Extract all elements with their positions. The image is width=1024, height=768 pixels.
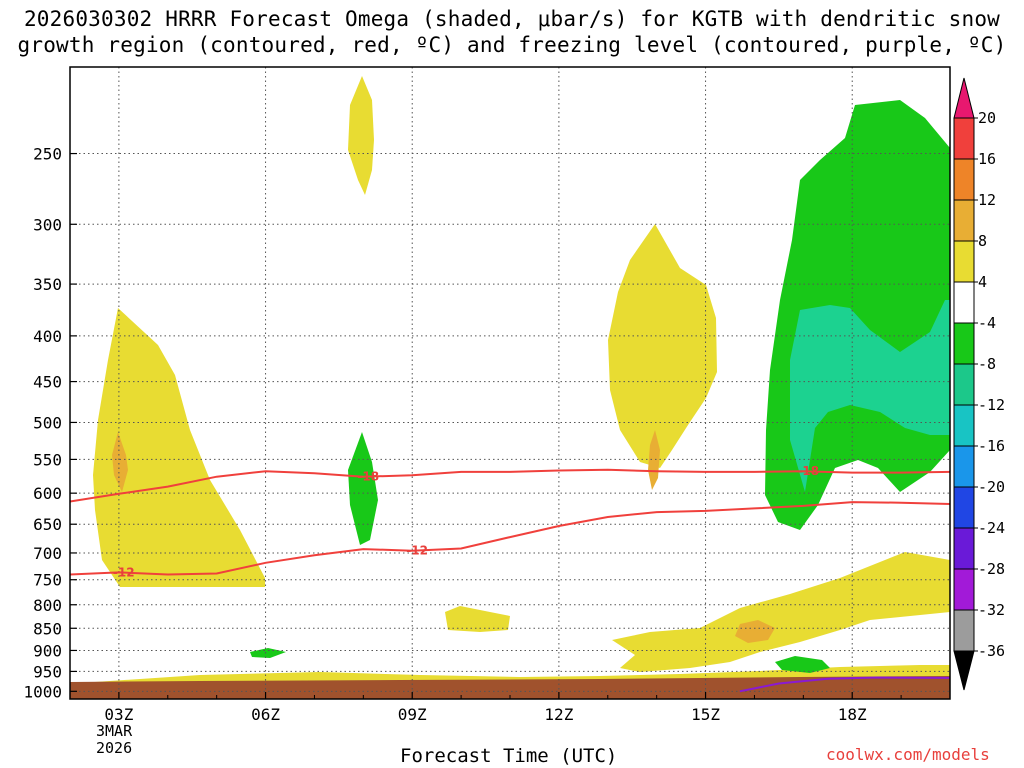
colorbar-top-arrow	[953, 77, 975, 119]
omega-region-upper	[348, 76, 374, 195]
y-tick-label: 250	[33, 145, 62, 164]
y-tick-label: 800	[33, 596, 62, 615]
y-tick-label: 500	[33, 413, 62, 432]
colorbar-label: -8	[978, 355, 996, 373]
colorbar-label: 4	[978, 273, 987, 291]
y-tick-label: 900	[33, 641, 62, 660]
contour-label: -12	[113, 565, 135, 579]
omega-region-small	[445, 606, 510, 632]
chart-title-line2: growth region (contoured, red, ºC) and f…	[17, 33, 1007, 57]
colorbar-bottom-arrow	[953, 650, 975, 691]
x-axis: 03Z 06Z 09Z 12Z 15Z 18Z	[69, 692, 951, 724]
colorbar-label: -4	[978, 314, 996, 332]
colorbar-swatch	[953, 117, 975, 160]
y-tick-label: 1000	[23, 682, 62, 701]
omega-negative-core	[790, 300, 950, 492]
y-tick-label: 600	[33, 484, 62, 503]
omega-region-left	[93, 308, 265, 587]
colorbar-label: -24	[978, 519, 1005, 537]
date-label-year: 2026	[96, 739, 133, 757]
y-tick-label: 300	[33, 215, 62, 234]
omega-negative-surface	[775, 656, 830, 673]
colorbar-label: -16	[978, 437, 1005, 455]
colorbar-label: -12	[978, 396, 1005, 414]
y-tick-label: 750	[33, 571, 62, 590]
y-tick-label: 350	[33, 275, 62, 294]
colorbar-swatch	[953, 527, 975, 570]
colorbar-swatch	[953, 322, 975, 365]
contour-labels: -18 -18 -12 -12	[113, 464, 819, 579]
grid	[70, 67, 950, 699]
x-tick-label: 18Z	[838, 705, 867, 724]
colorbar-label: 8	[978, 232, 987, 250]
y-tick-label: 550	[33, 450, 62, 469]
colorbar-label: -36	[978, 642, 1005, 660]
colorbar-swatch	[953, 404, 975, 447]
y-tick-label: 850	[33, 619, 62, 638]
colorbar-label: -32	[978, 601, 1005, 619]
contour-label: -18	[797, 464, 819, 478]
y-tick-label: 700	[33, 544, 62, 563]
colorbar-swatch	[953, 363, 975, 406]
omega-max-low	[735, 620, 775, 643]
omega-max-mid	[648, 430, 660, 490]
colorbar-swatch	[953, 240, 975, 283]
colorbar-swatch	[953, 199, 975, 242]
omega-negative-right	[765, 100, 950, 530]
colorbar-label: 16	[978, 150, 996, 168]
x-tick-label: 09Z	[398, 705, 427, 724]
colorbar: 20 16 12 8 4 -4 -8 -12 -16 -20 -24 -28 -32 -36	[953, 77, 1005, 691]
x-tick-label: 03Z	[104, 705, 133, 724]
contours	[70, 468, 950, 693]
colorbar-swatch	[953, 609, 975, 652]
omega-negative-small	[250, 648, 286, 658]
y-tick-label: 450	[33, 373, 62, 392]
contour-line	[70, 501, 950, 576]
contour-line	[70, 468, 950, 503]
contour-line	[739, 676, 950, 693]
contour-label: -12	[406, 544, 428, 558]
colorbar-label: -20	[978, 478, 1005, 496]
x-axis-title: Forecast Time (UTC)	[400, 745, 618, 767]
omega-region-low-right	[612, 552, 950, 672]
colorbar-swatch	[953, 158, 975, 201]
colorbar-label: 20	[978, 109, 996, 127]
terrain	[70, 676, 950, 699]
y-tick-label: 950	[33, 662, 62, 681]
x-tick-label: 06Z	[251, 705, 280, 724]
colorbar-swatch	[953, 281, 975, 324]
y-tick-label: 650	[33, 515, 62, 534]
colorbar-swatch	[953, 568, 975, 611]
credit-link[interactable]: coolwx.com/models	[826, 745, 990, 764]
omega-negative-mid	[348, 432, 378, 545]
omega-max-left	[112, 432, 128, 492]
colorbar-label: 12	[978, 191, 996, 209]
chart-title-line1: 2026030302 HRRR Forecast Omega (shaded, …	[23, 7, 1001, 31]
y-tick-label: 400	[33, 327, 62, 346]
colorbar-label: -28	[978, 560, 1005, 578]
omega-shading	[70, 76, 950, 699]
y-axis: 250 300 350 400 450 500 550 600 650 700 750 800 850 9…	[23, 145, 77, 701]
date-label-day: 3MAR	[96, 722, 133, 740]
x-tick-label: 12Z	[544, 705, 573, 724]
colorbar-swatch	[953, 486, 975, 529]
x-tick-label: 15Z	[691, 705, 720, 724]
omega-region-mid	[608, 224, 717, 468]
contour-label: -18	[357, 470, 379, 484]
colorbar-swatch	[953, 445, 975, 488]
